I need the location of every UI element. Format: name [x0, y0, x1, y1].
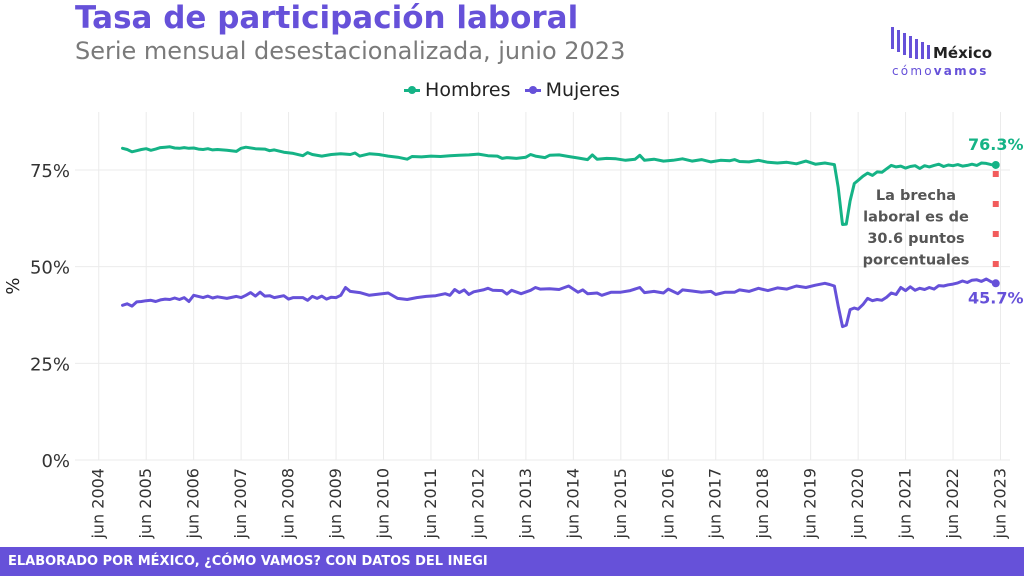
- x-tick-label: jun 2011: [421, 468, 440, 540]
- y-tick-label: 75%: [30, 161, 70, 182]
- x-tick-label: jun 2019: [801, 468, 820, 540]
- footer-bar: ELABORADO POR MÉXICO, ¿CÓMO VAMOS? CON D…: [0, 547, 1024, 576]
- x-tick-label: jun 2008: [279, 468, 298, 540]
- x-tick-label: jun 2021: [896, 468, 915, 540]
- x-tick-label: jun 2015: [611, 468, 630, 540]
- line-chart: 0% 25% 50% 75% jun 2004 jun 2005 jun 2006 jun 2…: [3, 112, 1024, 540]
- series-line-mujeres: [121, 277, 998, 329]
- end-point-hombres: [991, 160, 1000, 169]
- legend-label-mujeres: Mujeres: [545, 79, 620, 101]
- page-subtitle: Serie mensual desestacionalizada, junio …: [75, 37, 626, 65]
- x-tick-label: jun 2017: [706, 468, 725, 540]
- x-tick-label: jun 2005: [136, 468, 155, 540]
- end-point-mujeres: [991, 279, 1000, 288]
- gap-annotation-line: porcentuales: [863, 253, 970, 269]
- x-tick-label: jun 2010: [374, 468, 393, 540]
- legend-key-mujeres: [524, 85, 541, 95]
- logo-bars-icon: [891, 27, 930, 59]
- y-tick-label: 0%: [41, 451, 70, 472]
- gap-annotation-line: 30.6 puntos: [867, 231, 964, 247]
- legend-item-mujeres: Mujeres: [524, 79, 620, 101]
- x-tick-label: jun 2004: [89, 468, 108, 540]
- legend-label-hombres: Hombres: [425, 79, 511, 101]
- x-tick-label: jun 2018: [753, 468, 772, 540]
- x-tick-label: jun 2007: [231, 468, 250, 540]
- x-tick-label: jun 2009: [326, 468, 345, 540]
- gap-annotation-line: laboral es de: [863, 210, 969, 226]
- x-tick-label: jun 2023: [991, 468, 1010, 540]
- logo-word: México: [933, 44, 993, 62]
- x-tick-label: jun 2016: [658, 468, 677, 540]
- end-label-hombres: 76.3%: [968, 135, 1024, 154]
- x-tick-label: jun 2022: [943, 468, 962, 540]
- legend: Hombres Mujeres: [0, 78, 1024, 101]
- y-axis-label: %: [3, 277, 24, 294]
- x-tick-label: jun 2006: [184, 468, 203, 540]
- legend-key-hombres: [404, 85, 421, 95]
- gap-annotation-line: La brecha: [876, 188, 956, 204]
- logo: México cómovamos: [890, 22, 1005, 82]
- footer-credit: ELABORADO POR MÉXICO, ¿CÓMO VAMOS? CON D…: [8, 554, 488, 569]
- x-tick-label: jun 2014: [563, 468, 582, 540]
- x-tick-label: jun 2020: [848, 468, 867, 540]
- end-label-mujeres: 45.7%: [968, 288, 1024, 307]
- y-tick-label: 50%: [30, 258, 70, 279]
- x-tick-label: jun 2012: [468, 468, 487, 540]
- page-title: Tasa de participación laboral: [75, 0, 579, 36]
- y-tick-label: 25%: [30, 354, 70, 375]
- logo-tag-b: vamos: [933, 64, 989, 78]
- x-tick-label: jun 2013: [516, 468, 535, 540]
- legend-item-hombres: Hombres: [404, 79, 511, 101]
- logo-tagline: cómovamos: [892, 64, 989, 78]
- series-line-hombres: [121, 145, 998, 226]
- logo-tag-a: cómo: [892, 64, 934, 78]
